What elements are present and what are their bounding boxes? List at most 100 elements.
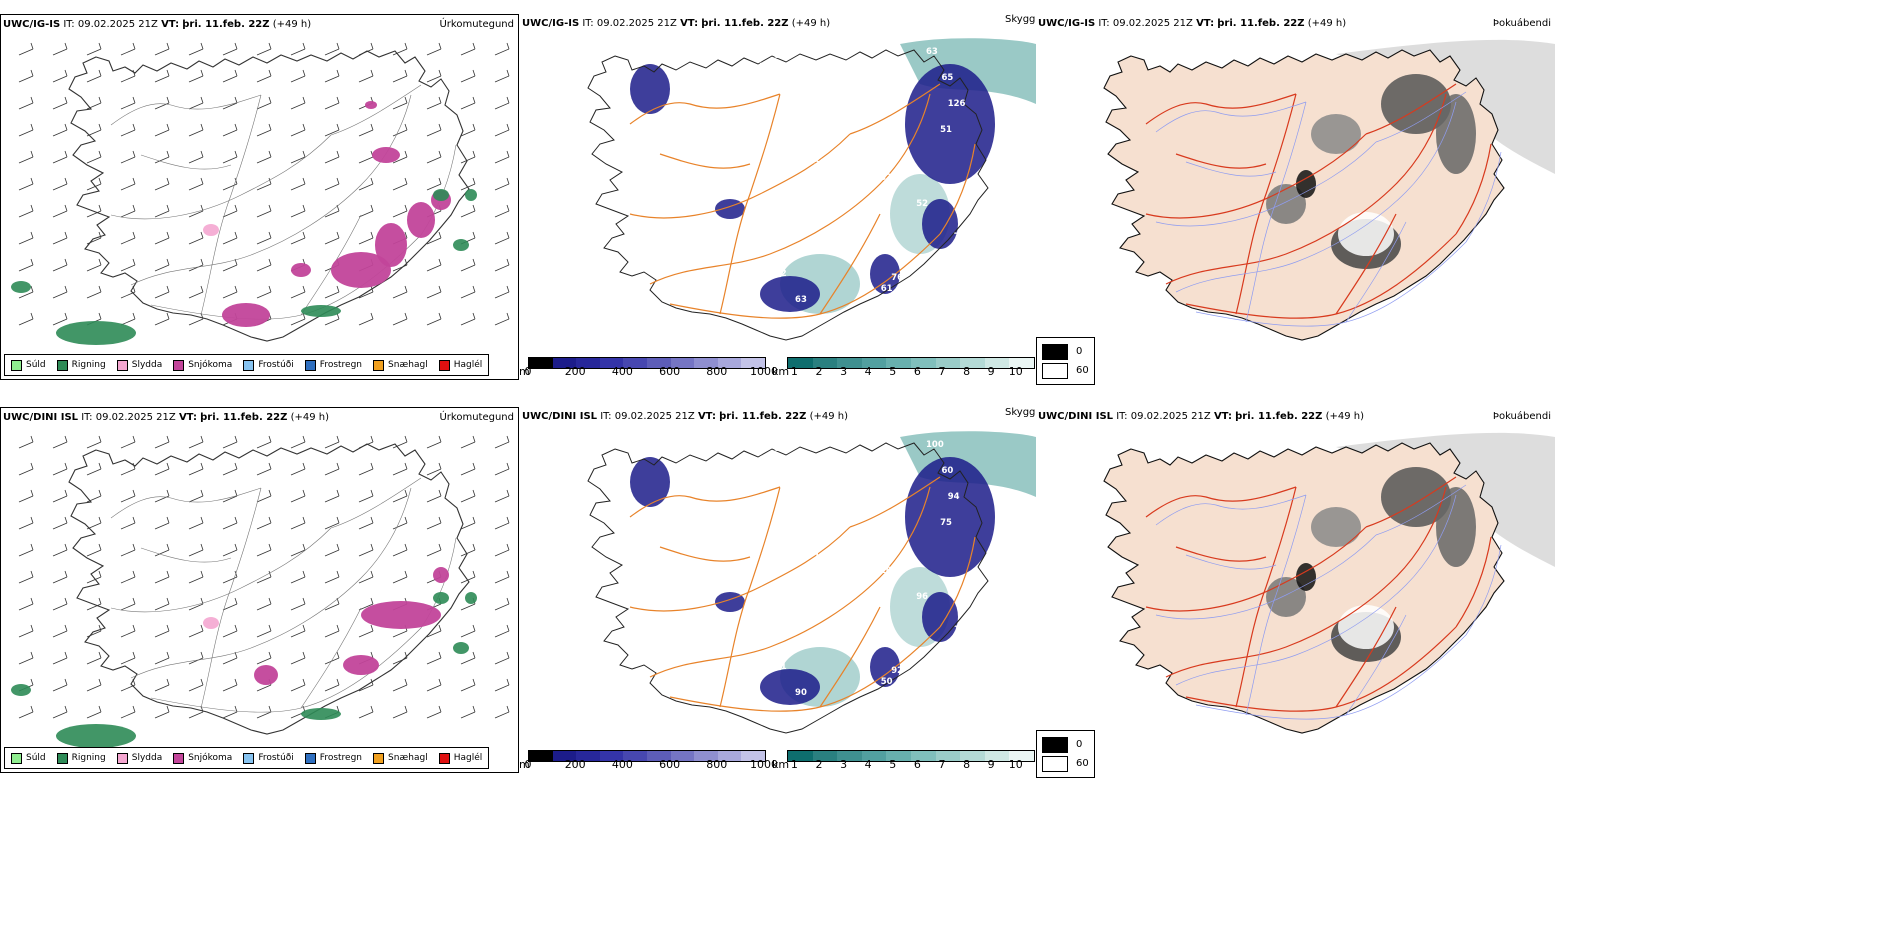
road-line — [1165, 486, 1447, 678]
wind-barb — [52, 549, 68, 557]
wind-barb — [52, 264, 68, 272]
wind-barb-flag — [234, 150, 238, 158]
wind-barb — [120, 318, 136, 326]
wind-barb — [120, 495, 136, 503]
wind-barb — [358, 237, 374, 245]
wind-barb-flag — [472, 651, 476, 659]
fog-legend-label: 60 — [1076, 365, 1089, 376]
ceiling-value-label: 88 — [795, 577, 807, 587]
road-line — [1155, 494, 1307, 526]
wind-barb — [120, 711, 136, 719]
fog-index-map[interactable] — [1036, 407, 1555, 747]
road-line — [110, 94, 262, 126]
road-line — [110, 527, 332, 613]
wind-barb — [188, 129, 204, 137]
wind-barb — [426, 630, 442, 638]
wind-barb — [460, 711, 476, 719]
wind-barb — [188, 210, 204, 218]
road-line — [1455, 143, 1492, 235]
fog-index-map[interactable] — [1036, 14, 1555, 354]
wind-barb-flag — [166, 150, 170, 158]
colorbar-tick: 800 — [706, 758, 728, 771]
wind-barb-flag — [234, 204, 238, 212]
road-line — [300, 607, 362, 709]
wind-barb-flag — [30, 543, 34, 551]
wind-barb — [86, 684, 102, 692]
low-ceiling-area — [922, 592, 958, 642]
wind-barb-flag — [336, 462, 340, 470]
wind-barb-flag — [30, 285, 34, 293]
wind-barb — [188, 318, 204, 326]
panel-title: UWC/DINI ISL IT: 09.02.2025 21Z VT: þri.… — [522, 411, 849, 422]
wind-barb-flag — [404, 204, 408, 212]
fog-index-area — [1311, 114, 1361, 154]
legend-item: Snjókoma — [173, 752, 232, 764]
wind-barb-flag — [370, 624, 374, 632]
wind-barb-flag — [438, 516, 442, 524]
cloud-ceiling-map[interactable]: 100 95 8 149 50 111 61 61 60 62 136 88 78 131 90 99 94 12… — [520, 407, 1036, 747]
wind-barb — [358, 522, 374, 530]
wind-barb-flag — [64, 69, 68, 77]
wind-barb-flag — [268, 570, 272, 578]
road-line — [1235, 486, 1297, 708]
road-line — [939, 143, 976, 235]
wind-barb — [426, 291, 442, 299]
variable-name: Þokuábendi — [1492, 411, 1551, 422]
wind-barb — [426, 468, 442, 476]
wind-barb-flag — [200, 231, 204, 239]
wind-barb-flag — [98, 597, 102, 605]
wind-barb-flag — [506, 435, 510, 443]
road-line — [1175, 494, 1457, 686]
ceiling-value-label: 76 — [891, 273, 903, 283]
wind-barb — [18, 495, 34, 503]
wind-barb — [222, 657, 238, 665]
wind-barb — [120, 603, 136, 611]
cloud-ceiling-map[interactable]: 63 74 69 50 120 71 62 64 65 68 67 86 66 50 63 215 126 108… — [520, 14, 1036, 354]
legend-swatch — [438, 359, 450, 371]
variable-name: Skyggni — [1005, 407, 1045, 418]
ceiling-value-label: 215 — [759, 62, 777, 72]
wind-barb-flag — [234, 489, 238, 497]
wind-barb — [392, 495, 408, 503]
road-line — [200, 94, 262, 316]
ceiling-value-label: 75 — [940, 518, 952, 528]
wind-barb — [460, 102, 476, 110]
road-line — [659, 153, 751, 169]
legend-item: Rigning — [56, 359, 106, 371]
wind-barb-flag — [64, 624, 68, 632]
colorbar-segment — [788, 751, 813, 761]
legend-item: Súld — [11, 752, 46, 764]
wind-barb-flag — [506, 69, 510, 77]
wind-barb — [426, 657, 442, 665]
road-line — [1335, 213, 1397, 315]
wind-barb — [222, 549, 238, 557]
wind-barb — [154, 522, 170, 530]
wind-barb — [426, 264, 442, 272]
ceiling-value-label: 67 — [844, 147, 856, 157]
wind-barb-flag — [98, 123, 102, 131]
wind-barb — [256, 684, 272, 692]
wind-barb-flag — [200, 69, 204, 77]
wind-barb-flag — [302, 624, 306, 632]
wind-barb-flag — [404, 705, 408, 713]
wind-barb-flag — [404, 462, 408, 470]
wind-barb-flag — [200, 489, 204, 497]
wind-barb-flag — [506, 570, 510, 578]
wind-barb — [494, 210, 510, 218]
wind-barb — [52, 75, 68, 83]
wind-barb-flag — [64, 42, 68, 50]
road-line — [1165, 93, 1447, 285]
wind-barb-flag — [302, 231, 306, 239]
wind-barb — [188, 630, 204, 638]
colorbar-tick: 0 — [524, 758, 532, 771]
ceiling-value-label: 51 — [761, 555, 773, 565]
wind-barb-flag — [438, 69, 442, 77]
wind-barb-flag — [132, 96, 136, 104]
wind-barb-flag — [302, 543, 306, 551]
wind-barb-flag — [98, 258, 102, 266]
precip-type-map[interactable] — [1, 408, 519, 773]
snow-area — [291, 263, 311, 277]
precip-type-map[interactable] — [1, 15, 519, 380]
road-line — [629, 93, 781, 125]
rain-area — [301, 305, 341, 317]
